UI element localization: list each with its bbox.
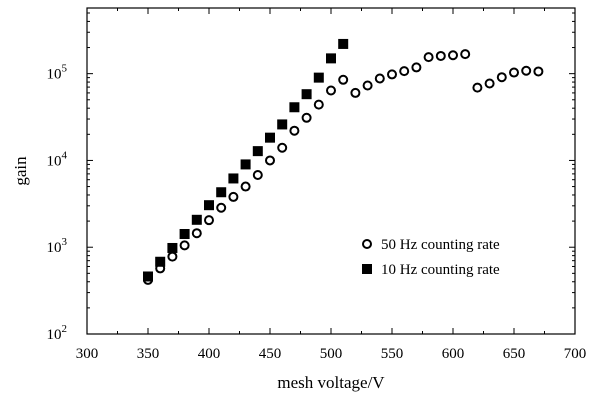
data-point-50hz [399, 66, 410, 77]
data-point-50hz [350, 87, 361, 98]
data-point-50hz [509, 67, 519, 78]
data-point-50hz [362, 80, 373, 91]
data-point-10hz [167, 242, 178, 253]
data-point-10hz [313, 72, 324, 83]
data-point-10hz [277, 119, 288, 130]
data-point-10hz [143, 271, 153, 282]
data-point-50hz [435, 50, 446, 61]
data-point-50hz [448, 50, 458, 61]
data-point-50hz [521, 65, 532, 76]
data-point-50hz [472, 82, 483, 93]
x-tick-label: 550 [381, 346, 404, 362]
data-point-10hz [265, 132, 275, 143]
data-point-50hz [228, 191, 239, 202]
x-tick-label: 500 [320, 346, 343, 362]
data-point-10hz [155, 256, 166, 267]
legend-marker-50hz [362, 239, 372, 249]
legend-marker-10hz [362, 264, 372, 274]
data-point-50hz [411, 62, 422, 73]
x-tick-label: 300 [76, 346, 99, 362]
data-point-50hz [167, 251, 178, 262]
x-axis-label: mesh voltage/V [277, 373, 385, 392]
data-point-50hz [496, 72, 507, 83]
data-point-50hz [265, 155, 275, 166]
data-point-50hz [277, 142, 288, 153]
x-axis-ticks: 300 350 400 450 500 550 600 650 700 [76, 8, 587, 362]
x-tick-label: 700 [564, 346, 587, 362]
data-series [143, 38, 544, 285]
data-point-50hz [374, 73, 385, 84]
data-point-10hz [326, 53, 336, 64]
data-point-10hz [191, 214, 202, 225]
y-tick-label: 104 [47, 149, 68, 169]
data-point-50hz [326, 85, 336, 96]
data-point-50hz [179, 240, 190, 251]
data-point-50hz [387, 69, 397, 80]
y-tick-exponent: 3 [62, 236, 68, 248]
data-point-50hz [289, 125, 300, 136]
data-point-50hz [204, 215, 214, 226]
data-point-50hz [313, 99, 324, 110]
y-tick-label: 102 [47, 323, 68, 343]
legend-label-10hz: 10 Hz counting rate [381, 262, 500, 278]
x-tick-label: 450 [259, 346, 282, 362]
legend-label-50hz: 50 Hz counting rate [381, 237, 500, 253]
data-point-50hz [191, 228, 202, 239]
data-point-10hz [252, 146, 263, 157]
data-point-50hz [484, 78, 495, 89]
y-tick-exponent: 2 [62, 323, 68, 335]
series-10hz [143, 38, 349, 282]
data-point-50hz [252, 169, 263, 180]
data-point-10hz [338, 38, 349, 49]
x-tick-label: 650 [503, 346, 526, 362]
data-point-10hz [228, 173, 239, 184]
y-tick-exponent: 5 [62, 63, 68, 75]
y-tick-exponent: 4 [62, 149, 68, 161]
data-point-50hz [533, 66, 544, 77]
data-point-50hz [423, 52, 434, 63]
y-tick-label: 105 [47, 63, 68, 83]
data-point-50hz [216, 202, 227, 213]
x-tick-label: 400 [198, 346, 221, 362]
data-point-10hz [240, 159, 251, 170]
x-tick-label: 350 [137, 346, 160, 362]
y-axis-label: gain [11, 156, 30, 186]
y-axis-ticks: 102 103 104 105 [47, 12, 575, 343]
data-point-10hz [204, 200, 214, 211]
data-point-50hz [301, 112, 312, 123]
x-tick-label: 600 [442, 346, 465, 362]
data-point-10hz [179, 229, 190, 240]
data-point-10hz [301, 89, 312, 100]
data-point-50hz [338, 74, 349, 85]
series-50hz [143, 49, 544, 285]
data-point-50hz [460, 49, 471, 60]
y-tick-label: 103 [47, 236, 68, 256]
data-point-50hz [240, 181, 251, 192]
legend: 50 Hz counting rate 10 Hz counting rate [362, 237, 500, 278]
data-point-10hz [216, 187, 227, 198]
data-point-10hz [289, 102, 300, 113]
